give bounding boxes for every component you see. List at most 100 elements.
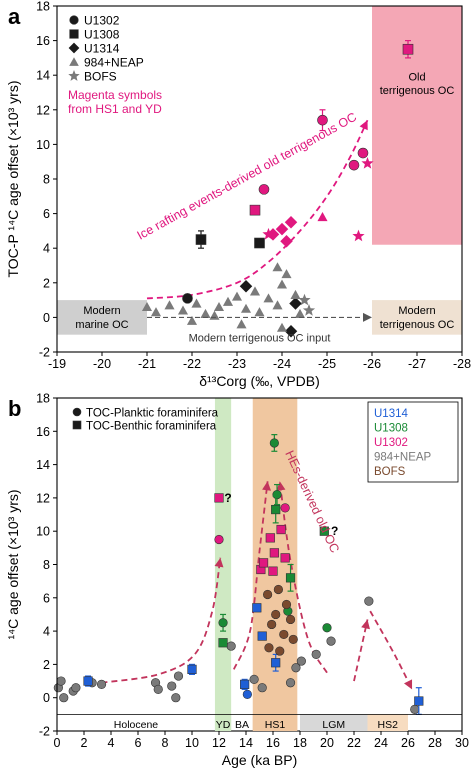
point-984-neap-planktic bbox=[296, 656, 306, 666]
point-u1302-planktic bbox=[280, 503, 290, 513]
hes-trend-arrow-head bbox=[361, 619, 370, 630]
a-y-tick-label: 14 bbox=[36, 69, 50, 83]
point-984-neap bbox=[272, 300, 283, 310]
legend-marker-u1302 bbox=[69, 15, 79, 25]
point-bofs-planktic bbox=[271, 609, 281, 620]
point-u1302 bbox=[258, 184, 270, 195]
a-x-tick-label: -24 bbox=[273, 357, 291, 371]
point-u1314-benthic bbox=[187, 664, 197, 674]
point-bofs bbox=[298, 293, 311, 306]
modern-marine-oc-box bbox=[57, 300, 147, 335]
b-x-tick-label: 12 bbox=[212, 736, 226, 750]
b-y-tick-label: 14 bbox=[36, 458, 50, 472]
legend-label: BOFS bbox=[84, 70, 117, 84]
point-u1302-benthic bbox=[265, 533, 275, 543]
old-terrigenous-oc-box bbox=[372, 6, 462, 245]
point-984-neap-planktic bbox=[167, 681, 177, 691]
y-axis-title-a: TOC-P ¹⁴C age offset (×10³ yrs) bbox=[5, 80, 21, 277]
a-x-tick-label: -21 bbox=[138, 357, 156, 371]
point-984-neap bbox=[294, 308, 306, 318]
hes-trend-curve bbox=[278, 481, 328, 674]
point-984-neap bbox=[150, 307, 162, 317]
point-u1308 bbox=[402, 43, 414, 55]
point-984-neap bbox=[141, 301, 153, 312]
a-y-tick-label: 2 bbox=[43, 276, 50, 290]
b-x-tick-label: 0 bbox=[54, 736, 61, 750]
b-x-tick-label: 6 bbox=[135, 736, 142, 750]
legend-label: TOC-Benthic foraminifera bbox=[86, 421, 217, 433]
a-y-tick-label: 10 bbox=[36, 138, 50, 152]
panel-b: b 0 2 4 6 8 10 12 14 16 18 20 22 24 26 28 30-2024681012… bbox=[5, 392, 469, 769]
b-y-tick-label: 12 bbox=[36, 491, 50, 505]
hes-trend-arrow-head bbox=[276, 481, 286, 491]
point-u1308-benthic bbox=[218, 638, 228, 648]
legend-label: U1314 bbox=[84, 42, 120, 56]
b-x-tick-label: 22 bbox=[347, 736, 361, 750]
point-984-neap bbox=[186, 315, 198, 325]
legend-marker-circle bbox=[72, 407, 82, 417]
legend-marker-984-neap bbox=[69, 57, 79, 66]
point-984-neap bbox=[254, 307, 265, 317]
modern-terrigenous-input-arrow-head bbox=[363, 312, 372, 322]
legend-marker-u1314 bbox=[68, 42, 80, 54]
x-axis-title-b: Age (ka BP) bbox=[222, 752, 297, 768]
site-legend-box bbox=[367, 401, 459, 483]
point-984-neap-planktic bbox=[257, 683, 267, 693]
point-u1314 bbox=[284, 216, 298, 229]
a-x-tick-label: -26 bbox=[363, 357, 381, 371]
a-x-tick-label: -22 bbox=[183, 357, 201, 371]
point-bofs-planktic bbox=[281, 599, 292, 610]
b-x-tick-label: 14 bbox=[239, 736, 253, 750]
point-984-neap bbox=[290, 289, 301, 299]
panel-a: a -19 -20 -21 -22 -23 -24 -25 -26 -27 -28-2024681… bbox=[5, 0, 471, 389]
point-u1302-benthic bbox=[276, 524, 286, 535]
point-984-neap-planktic bbox=[171, 693, 181, 703]
b-x-tick-label: 24 bbox=[374, 736, 388, 750]
a-x-tick-label: -25 bbox=[318, 357, 336, 371]
point-u1308-benthic bbox=[285, 573, 296, 583]
point-u1314-benthic bbox=[414, 696, 424, 706]
site-legend-label: U1308 bbox=[374, 423, 408, 435]
b-x-tick-label: 8 bbox=[162, 736, 169, 750]
hes-trend-curve bbox=[233, 481, 269, 670]
point-984-neap bbox=[209, 310, 220, 320]
point-984-neap-planktic bbox=[173, 671, 184, 681]
point-bofs-planktic bbox=[288, 634, 298, 645]
point-u1308 bbox=[254, 237, 265, 249]
b-y-tick-label: 8 bbox=[43, 558, 50, 572]
point-984-neap-planktic bbox=[153, 684, 163, 694]
point-u1308-benthic bbox=[271, 504, 281, 515]
modern-marine-label: Modern bbox=[83, 305, 120, 317]
point-984-neap-planktic bbox=[285, 678, 296, 688]
point-bofs bbox=[352, 229, 365, 242]
point-u1308-planktic bbox=[272, 489, 282, 500]
point-984-neap bbox=[281, 269, 292, 279]
legend-label: 984+NEAP bbox=[84, 56, 144, 70]
b-y-tick-label: 16 bbox=[36, 425, 50, 439]
hes-trend-arrow-head bbox=[262, 481, 272, 491]
point-u1302 bbox=[348, 159, 360, 171]
point-u1308-planktic bbox=[269, 438, 279, 448]
point-984-neap bbox=[213, 301, 225, 312]
point-u1314-benthic bbox=[83, 676, 93, 686]
point-u1314-benthic bbox=[240, 679, 250, 689]
b-y-tick-label: 6 bbox=[43, 591, 50, 605]
point-u1302-benthic bbox=[268, 566, 278, 576]
point-u1308 bbox=[249, 204, 261, 216]
period-label: YD bbox=[216, 719, 231, 731]
point-984-neap-planktic bbox=[364, 596, 374, 606]
a-y-tick-label: 16 bbox=[36, 34, 50, 48]
point-984-neap bbox=[276, 279, 288, 289]
point-984-neap bbox=[191, 298, 202, 308]
point-u1314-benthic bbox=[271, 658, 281, 668]
period-label: HS1 bbox=[265, 719, 286, 731]
point-u1308-planktic bbox=[322, 623, 332, 633]
site-legend-label: U1302 bbox=[374, 437, 408, 449]
a-x-tick-label: -20 bbox=[93, 357, 111, 371]
period-label: Holocene bbox=[114, 719, 159, 731]
b-x-tick-label: 16 bbox=[266, 736, 280, 750]
point-984-neap-planktic bbox=[59, 693, 69, 703]
modern-terrigenous-label: Modern bbox=[398, 305, 435, 317]
a-x-tick-label: -28 bbox=[453, 357, 471, 371]
modern-terrigenous-label: terrigenous OC bbox=[380, 319, 455, 331]
